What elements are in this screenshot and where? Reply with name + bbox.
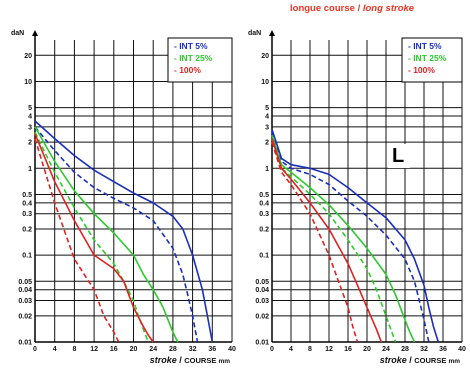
y-tick-label: 4 [265,114,269,121]
y-tick-label: 4 [28,114,32,121]
series-line-red-solid [34,133,154,343]
y-tick-label: 0.2 [22,227,32,234]
y-tick-label: 5 [28,105,32,112]
y-tick-label: 20 [261,53,269,60]
x-tick-label: 16 [344,346,352,353]
series-line-red-dashed [271,141,359,343]
series-line-red-solid [271,138,383,343]
y-tick-label: 10 [24,79,32,86]
x-tick-label: 40 [228,346,236,353]
series-line-green-dashed [271,138,397,343]
y-tick-label: 0.5 [259,192,269,199]
y-tick-label: 0.04 [255,287,269,294]
legend-entry: - INT 25% [408,53,447,63]
y-tick-label: 3 [265,124,269,131]
title-fr: longue course [290,3,355,14]
y-axis-label: daN [11,30,24,37]
x-tick-label: 0 [33,346,37,353]
x-tick-label: 32 [189,346,197,353]
x-tick-label: 24 [149,346,157,353]
x-tick-label: 4 [289,346,293,353]
series-line-blue-solid [34,120,214,343]
y-tick-label: 0.05 [255,279,269,286]
x-tick-label: 0 [270,346,274,353]
legend-entry: - INT 5% [174,41,208,51]
y-tick-label: 2 [265,140,269,147]
y-tick-label: 20 [24,53,32,60]
y-tick-label: 5 [265,105,269,112]
series-line-green-solid [34,126,179,343]
x-tick-label: 8 [308,346,312,353]
y-tick-label: 0.3 [259,211,269,218]
y-tick-label: 0.5 [22,192,32,199]
legend-entry: - 100% [174,65,201,75]
x-axis-title: stroke / COURSE mm [380,355,460,365]
legend-entry: - INT 25% [174,53,213,63]
y-tick-label: 0.1 [259,253,269,260]
x-tick-label: 4 [53,346,57,353]
y-axis-label: daN [248,30,261,37]
y-tick-label: 0.4 [259,200,269,207]
x-tick-label: 8 [72,346,76,353]
y-axis-arrow [32,30,38,36]
y-tick-label: 0.2 [259,227,269,234]
x-tick-label: 36 [208,346,216,353]
y-tick-label: 0.01 [255,340,269,347]
y-tick-label: 0.4 [22,200,32,207]
page-title: longue course / long stroke [290,3,470,14]
series-line-green-solid [271,135,416,343]
x-tick-label: 32 [420,346,428,353]
x-tick-label: 20 [130,346,138,353]
x-tick-label: 28 [169,346,177,353]
y-tick-label: 0.3 [22,211,32,218]
x-tick-label: 40 [458,346,466,353]
x-tick-label: 16 [110,346,118,353]
x-tick-label: 12 [325,346,333,353]
y-tick-label: 0.05 [18,279,32,286]
title-sep: / [354,3,363,14]
y-tick-label: 0.1 [22,253,32,260]
legend-box [167,37,233,83]
series-line-red-dashed [34,138,120,343]
x-tick-label: 28 [401,346,409,353]
x-tick-label: 12 [90,346,98,353]
y-tick-label: 2 [28,140,32,147]
y-axis-arrow [269,30,275,36]
y-tick-label: 0.02 [18,313,32,320]
y-tick-label: 0.01 [18,340,32,347]
x-axis-title: stroke / COURSE mm [150,355,230,365]
title-en: long stroke [362,3,415,14]
corner-mark: L [392,145,404,167]
chart-panel-1: 0.010.020.030.040.050.10.20.30.40.512345… [11,30,236,365]
series-line-blue-solid [271,129,440,343]
series-line-green-dashed [34,131,150,343]
legend-box [401,37,463,83]
y-tick-label: 0.04 [18,287,32,294]
series-line-blue-dashed [271,132,430,343]
y-tick-label: 3 [28,124,32,131]
y-tick-label: 10 [261,79,269,86]
legend-entry: - INT 5% [408,41,442,51]
y-tick-label: 0.03 [18,298,32,305]
y-tick-label: 0.03 [255,298,269,305]
x-tick-label: 20 [363,346,371,353]
x-tick-label: 24 [382,346,390,353]
chart-panel-2: 0.010.020.030.040.050.10.20.30.40.512345… [248,30,466,365]
y-tick-label: 1 [28,166,32,173]
legend-entry: - 100% [408,65,435,75]
corner-mark-bg [388,144,410,168]
y-tick-label: 0.02 [255,313,269,320]
y-tick-label: 1 [265,166,269,173]
x-tick-label: 36 [439,346,447,353]
